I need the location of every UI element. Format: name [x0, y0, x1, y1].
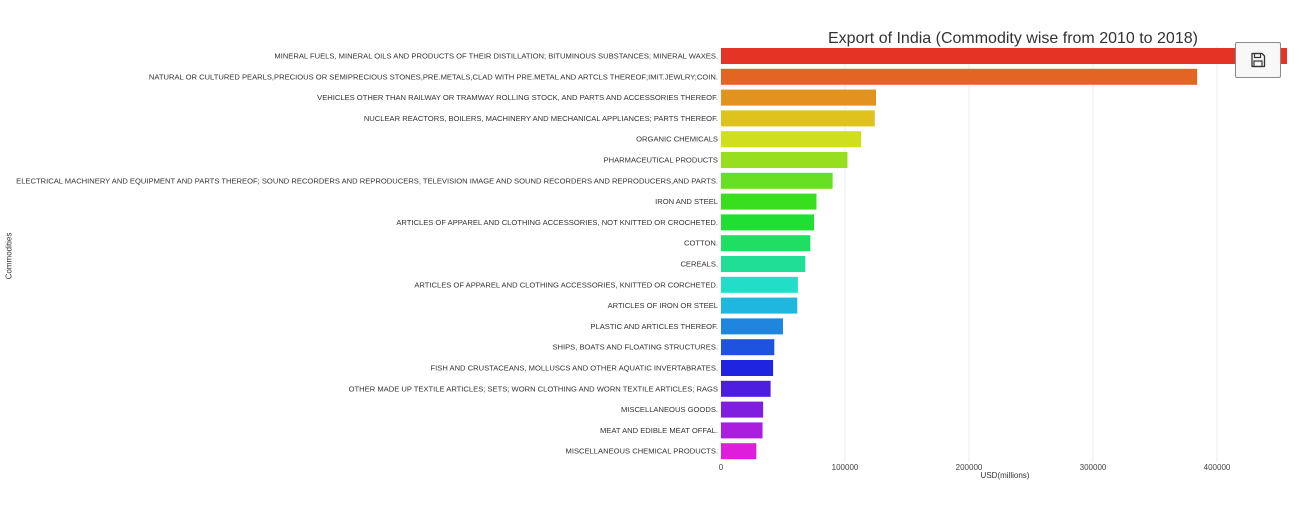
category-label: MISCELLANEOUS CHEMICAL PRODUCTS.: [566, 447, 718, 456]
y-axis-label: Commodities: [4, 232, 14, 280]
x-tick-label: 0: [719, 463, 724, 472]
bar: [721, 193, 817, 210]
category-label: MISCELLANEOUS GOODS.: [621, 405, 718, 414]
category-label: IRON AND STEEL: [655, 197, 718, 206]
bar: [721, 152, 848, 168]
chart-title: Export of India (Commodity wise from 201…: [828, 30, 1198, 47]
category-label: MINERAL FUELS, MINERAL OILS AND PRODUCTS…: [274, 52, 718, 61]
x-tick-label: 100000: [832, 463, 859, 472]
category-label: PLASTIC AND ARTICLES THEREOF.: [590, 322, 718, 331]
category-label: FISH AND CRUSTACEANS, MOLLUSCS AND OTHER…: [431, 364, 718, 373]
category-label-layer: MINERAL FUELS, MINERAL OILS AND PRODUCTS…: [16, 52, 718, 456]
bar: [721, 380, 771, 397]
bar: [721, 131, 862, 148]
category-label: ORGANIC CHEMICALS: [636, 135, 718, 144]
bar: [721, 48, 1287, 64]
category-label: OTHER MADE UP TEXTILE ARTICLES; SETS; WO…: [349, 384, 718, 393]
bar: [721, 110, 875, 127]
category-label: NUCLEAR REACTORS, BOILERS, MACHINERY AND…: [364, 114, 718, 123]
bar: [721, 443, 757, 460]
category-label: ELECTRICAL MACHINERY AND EQUIPMENT AND P…: [16, 176, 718, 185]
bar-layer: [721, 48, 1287, 460]
bar: [721, 89, 876, 106]
save-chart-button[interactable]: [1235, 42, 1281, 78]
bar: [721, 68, 1198, 85]
bar: [721, 339, 775, 356]
category-label: CEREALS.: [680, 260, 718, 269]
x-tick-label: 300000: [1080, 463, 1107, 472]
category-label: NATURAL OR CULTURED PEARLS,PRECIOUS OR S…: [149, 72, 718, 81]
x-tick-label: 400000: [1204, 463, 1231, 472]
bar: [721, 422, 763, 439]
bar: [721, 297, 798, 314]
bar: [721, 360, 774, 376]
category-label: ARTICLES OF APPAREL AND CLOTHING ACCESSO…: [396, 218, 718, 227]
category-label: PHARMACEUTICAL PRODUCTS: [604, 156, 718, 165]
category-label: COTTON.: [684, 239, 718, 248]
x-axis-label: USD(millions): [980, 471, 1030, 480]
bar: [721, 172, 833, 189]
category-label: ARTICLES OF IRON OR STEEL: [608, 301, 718, 310]
category-label: MEAT AND EDIBLE MEAT OFFAL.: [600, 426, 718, 435]
category-label: SHIPS, BOATS AND FLOATING STRUCTURES.: [552, 343, 718, 352]
bar: [721, 318, 783, 335]
bar: [721, 235, 811, 252]
bar: [721, 276, 798, 293]
category-label: ARTICLES OF APPAREL AND CLOTHING ACCESSO…: [414, 280, 718, 289]
bar: [721, 401, 764, 418]
bar: [721, 256, 806, 272]
grid-layer: [844, 46, 1218, 462]
x-tick-label: 200000: [956, 463, 983, 472]
category-label: VEHICLES OTHER THAN RAILWAY OR TRAMWAY R…: [317, 93, 718, 102]
bar: [721, 214, 814, 231]
floppy-disk-icon: [1251, 52, 1266, 68]
x-tick-layer: 0 100000 200000 300000 400000: [719, 463, 1231, 472]
